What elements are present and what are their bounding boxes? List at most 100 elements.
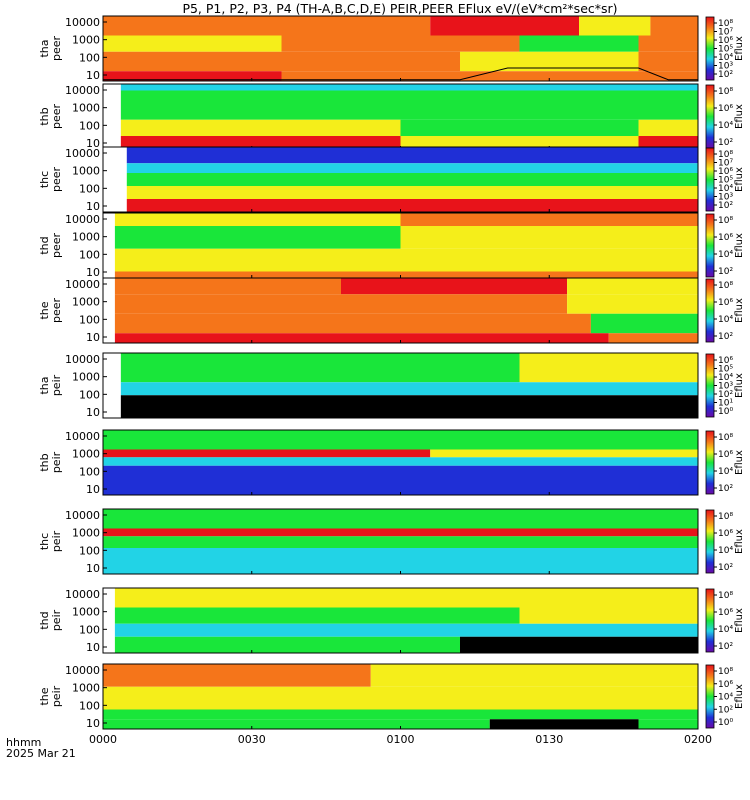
y-tick-label: 10	[86, 331, 100, 344]
heatmap-cell	[114, 333, 609, 343]
x-tick-label: 0000	[89, 733, 117, 746]
heatmap-cell	[103, 536, 698, 548]
heatmap-cell	[103, 465, 698, 495]
colorbar-tick-label: 10⁸	[718, 281, 733, 291]
colorbar-tick-label: 10⁵	[718, 176, 733, 186]
heatmap-cell	[120, 84, 699, 91]
colorbar-tick-label: 10⁷	[718, 159, 733, 169]
colorbar	[705, 353, 715, 418]
heatmap-cell	[281, 35, 520, 52]
x-tick-label: 0100	[387, 733, 415, 746]
y-axis-title: peer	[50, 298, 63, 324]
colorbar-tick-label: 10⁷	[718, 28, 733, 38]
colorbar-tick-label: 10¹	[718, 399, 733, 409]
x-tick-label: 0200	[684, 733, 712, 746]
colorbar-label: Eflux	[734, 233, 745, 258]
y-tick-label: 1000	[72, 371, 100, 384]
heatmap-cell	[400, 213, 698, 226]
colorbar	[705, 213, 715, 278]
y-tick-label: 10000	[65, 509, 100, 522]
y-tick-label: 100	[79, 388, 100, 401]
heatmap-cell	[103, 686, 698, 710]
heatmap-cell	[103, 719, 490, 729]
y-axis-title: thb	[38, 107, 51, 125]
heatmap-cell	[567, 294, 698, 314]
heatmap-cell	[120, 90, 699, 120]
colorbar-label: Eflux	[734, 608, 745, 633]
y-tick-label: 10000	[65, 353, 100, 366]
heatmap-cell	[103, 430, 698, 450]
y-tick-label: 1000	[72, 448, 100, 461]
heatmap-cell	[114, 226, 401, 249]
heatmap-cell	[400, 136, 639, 149]
colorbar-label: Eflux	[734, 373, 745, 398]
heatmap-cell	[114, 313, 591, 334]
colorbar-tick-label: 10⁸	[718, 667, 733, 677]
heatmap-cell	[103, 457, 698, 466]
colorbar-tick-label: 10⁴	[718, 315, 733, 325]
colorbar	[705, 147, 715, 212]
colorbar-tick-label: 10³	[718, 193, 733, 203]
x-axis-date: 2025 Mar 21	[6, 747, 76, 760]
colorbar-tick-label: 10⁴	[718, 546, 733, 556]
y-axis-title: peir	[50, 609, 63, 631]
y-axis-title: peer	[50, 233, 63, 259]
colorbar-tick-label: 10²	[718, 201, 733, 211]
colorbar-tick-label: 10⁶	[718, 680, 733, 690]
colorbar-label: Eflux	[734, 298, 745, 323]
colorbar-tick-label: 10⁴	[718, 53, 733, 63]
y-axis-title: thb	[38, 453, 51, 471]
y-tick-label: 100	[79, 119, 100, 132]
heatmap-cell	[519, 353, 698, 366]
heatmap-cell	[114, 623, 698, 637]
colorbar	[705, 16, 715, 81]
colorbar-tick-label: 10⁴	[718, 121, 733, 131]
x-tick-label: 0030	[238, 733, 266, 746]
heatmap-cell	[579, 16, 651, 36]
colorbar-tick-label: 10⁶	[718, 298, 733, 308]
y-tick-label: 100	[79, 623, 100, 636]
panel-tha-peer: 10000 1000 100 10 tha peer 10⁸10⁷10⁶10⁵10⁴10³1…	[38, 15, 745, 82]
y-tick-label: 10000	[65, 588, 100, 601]
heatmap-cell	[638, 136, 698, 149]
heatmap-cell	[114, 607, 520, 624]
colorbar	[705, 278, 715, 343]
colorbar-tick-label: 10⁶	[718, 167, 733, 177]
colorbar-tick-label: 10⁸	[718, 150, 733, 160]
heatmap-cell	[489, 719, 639, 729]
heatmap-cell	[608, 333, 698, 343]
heatmap-cell	[430, 449, 698, 458]
y-tick-label: 100	[79, 182, 100, 195]
colorbar-tick-label: 10²	[718, 563, 733, 573]
heatmap-cell	[103, 664, 371, 687]
heatmap-cell	[103, 35, 282, 52]
y-tick-label: 10000	[65, 147, 100, 160]
colorbar-tick-label: 10⁶	[718, 608, 733, 618]
y-tick-label: 100	[79, 248, 100, 261]
heatmap-cell	[519, 366, 698, 383]
x-axis: hhmm 2025 Mar 21 0000 0030 0100 0130 0200	[6, 733, 712, 760]
colorbar-tick-label: 10⁸	[718, 87, 733, 97]
colorbar-label: Eflux	[734, 684, 745, 709]
y-tick-label: 10	[86, 406, 100, 419]
colorbar-tick-label: 10⁶	[718, 104, 733, 114]
y-tick-label: 100	[79, 465, 100, 478]
y-tick-label: 10	[86, 483, 100, 496]
colorbar-tick-label: 10⁴	[718, 184, 733, 194]
heatmap-cell	[126, 163, 699, 173]
heatmap-cell	[114, 588, 698, 608]
colorbar-tick-label: 10⁸	[718, 512, 733, 522]
heatmap-cell	[638, 51, 698, 72]
colorbar-tick-label: 10⁵	[718, 365, 733, 375]
y-axis-title: thc	[38, 533, 51, 550]
heatmap-cell	[400, 119, 639, 136]
heatmap-cell	[120, 353, 520, 366]
colorbar-label: Eflux	[734, 36, 745, 61]
y-tick-label: 100	[79, 51, 100, 64]
y-axis-title: peer	[50, 104, 63, 130]
heatmap-cell	[103, 449, 431, 458]
colorbar-tick-label: 10²	[718, 705, 733, 715]
heatmap-cell	[120, 136, 401, 149]
